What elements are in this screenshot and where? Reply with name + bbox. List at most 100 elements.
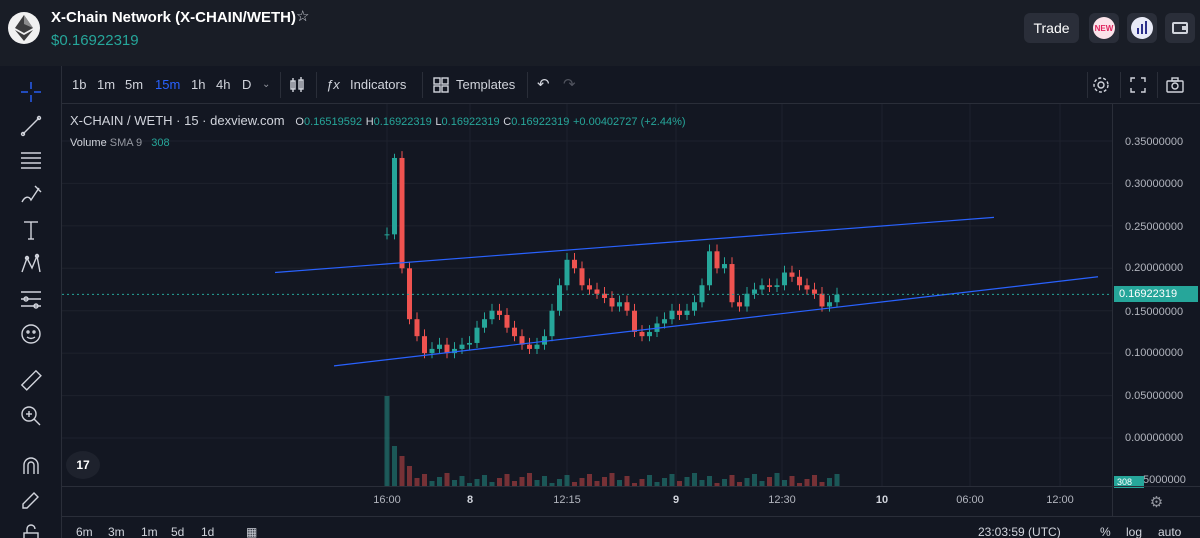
volume-bar (399, 456, 405, 486)
fullscreen-icon[interactable] (1129, 76, 1147, 97)
volume-bar (752, 474, 757, 486)
candlestick-type-icon[interactable] (288, 76, 306, 97)
volume-bar (564, 475, 570, 486)
candle-body (564, 259, 570, 286)
range-1m[interactable]: 1m (141, 525, 158, 538)
volume-bar (722, 479, 727, 486)
exchange-app-button[interactable]: NEW (1089, 13, 1119, 43)
candle-body (767, 285, 772, 287)
trade-button[interactable]: Trade (1024, 13, 1079, 43)
candle-body (624, 302, 630, 311)
wallet-button[interactable] (1165, 13, 1195, 43)
chart-area[interactable]: X-CHAIN / WETH · 15 · dexview.com O0.165… (62, 104, 1112, 516)
trend-line-icon[interactable] (15, 110, 47, 142)
time-label: 12:30 (768, 494, 796, 506)
candle-body (594, 289, 600, 294)
volume-legend: Volume SMA 9 308 (70, 137, 170, 149)
pattern-tool-icon[interactable] (15, 248, 47, 280)
high-value: 0.16922319 (373, 116, 432, 128)
volume-bar (467, 483, 472, 486)
undo-icon[interactable]: ↶ (537, 76, 550, 93)
interval-1m[interactable]: 1m (97, 77, 116, 92)
candle-body (489, 310, 495, 320)
candle-body (602, 293, 607, 298)
candle-body (452, 348, 457, 354)
price-tick: 0.05000000 (1125, 390, 1184, 402)
templates-button[interactable]: Templates (456, 77, 516, 92)
volume-bar (594, 481, 600, 486)
volume-bar (789, 476, 795, 486)
candle-body (677, 310, 682, 315)
tradingview-logo[interactable]: 17 (66, 451, 100, 479)
analytics-app-button[interactable] (1127, 13, 1157, 43)
candle-body (467, 342, 472, 345)
interval-5m[interactable]: 5m (125, 77, 144, 92)
pair-title: X-Chain Network (X-CHAIN/WETH) (51, 9, 296, 26)
volume-bar (534, 480, 540, 486)
range-3m[interactable]: 3m (108, 525, 125, 538)
horizontal-lines-icon[interactable] (15, 144, 47, 176)
symbol-info: X-CHAIN / WETH · 15 · dexview.com (70, 113, 285, 128)
camera-icon[interactable] (1166, 76, 1184, 97)
price-chart[interactable] (62, 104, 1112, 516)
price-tick: 0.10000000 (1125, 347, 1184, 359)
auto-toggle[interactable]: auto (1158, 525, 1182, 538)
range-6m[interactable]: 6m (76, 525, 93, 538)
crosshair-icon[interactable] (15, 76, 47, 108)
favorite-star-icon[interactable]: ☆ (296, 8, 310, 25)
interval-dropdown-icon[interactable]: ⌄ (262, 79, 271, 90)
text-tool-icon[interactable] (15, 214, 47, 246)
indicators-button[interactable]: Indicators (350, 77, 407, 92)
price-tick: 0.30000000 (1125, 178, 1184, 190)
interval-1b[interactable]: 1b (72, 77, 87, 92)
candle-body (519, 336, 525, 345)
indicators-fx-icon[interactable]: ƒx (326, 77, 340, 92)
volume-bars (384, 396, 840, 486)
volume-bar (542, 476, 547, 486)
interval-d[interactable]: D (242, 77, 252, 92)
axis-settings-gear-icon[interactable]: ⚙ (1112, 486, 1200, 516)
settings-gear-icon[interactable] (1092, 76, 1110, 97)
toolbar-separator (280, 72, 281, 98)
fib-retracement-icon[interactable] (15, 283, 47, 315)
price-axis[interactable]: 0.35000000 0.30000000 0.25000000 0.20000… (1112, 104, 1200, 488)
candle-body (744, 293, 750, 307)
redo-icon[interactable]: ↷ (563, 76, 576, 93)
volume-bar (602, 477, 607, 486)
volume-bar (654, 482, 660, 486)
log-toggle[interactable]: log (1126, 525, 1143, 538)
current-price-tag: 0.16922319 (1114, 286, 1198, 302)
range-1d[interactable]: 1d (201, 525, 215, 538)
volume-bar (759, 481, 765, 486)
bar-chart-icon (1131, 17, 1153, 39)
templates-grid-icon[interactable] (432, 76, 450, 97)
volume-bar (774, 473, 780, 486)
zoom-in-icon[interactable] (15, 400, 47, 432)
candle-body (804, 285, 810, 290)
time-label: 12:15 (553, 494, 581, 506)
candle-body (752, 289, 757, 294)
volume-bar (684, 477, 690, 486)
drawing-toolbar: ‹ (0, 66, 62, 538)
interval-15m[interactable]: 15m (155, 77, 181, 92)
calendar-icon[interactable]: ▦ (246, 525, 258, 538)
percent-toggle[interactable]: % (1100, 525, 1111, 538)
interval-4h[interactable]: 4h (216, 77, 231, 92)
emoji-icon[interactable] (15, 318, 47, 350)
pencil-lock-icon[interactable] (15, 484, 47, 516)
candle-body (527, 344, 532, 349)
interval-1h[interactable]: 1h (191, 77, 206, 92)
candle-body (534, 344, 540, 349)
volume-bar (834, 474, 840, 486)
time-axis[interactable]: 16:00 8 12:15 9 12:30 10 06:00 12:00 (62, 486, 1112, 516)
volume-bar (819, 482, 825, 486)
volume-bar (444, 473, 450, 486)
magnet-icon[interactable] (15, 450, 47, 482)
price-tick: 0.35000000 (1125, 136, 1184, 148)
lock-icon[interactable] (15, 518, 47, 538)
volume-bar (407, 466, 412, 486)
ruler-icon[interactable] (15, 364, 47, 396)
range-5d[interactable]: 5d (171, 525, 185, 538)
brush-icon[interactable] (15, 178, 47, 210)
volume-bar (677, 481, 682, 486)
